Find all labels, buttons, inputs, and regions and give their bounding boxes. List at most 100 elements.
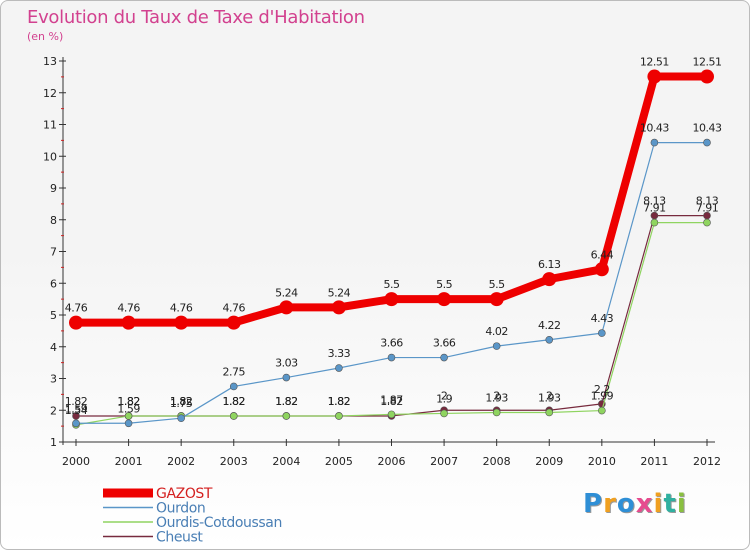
data-point: [598, 329, 606, 337]
data-point: [72, 412, 80, 420]
logo-letter: o: [616, 489, 636, 519]
y-tick-label: 1: [50, 436, 57, 449]
data-point: [121, 315, 136, 330]
data-point: [282, 373, 291, 382]
data-label: 2: [441, 389, 448, 402]
data-label: 1.54: [65, 404, 88, 417]
data-label: 4.76: [223, 302, 246, 315]
data-label: 12.51: [693, 56, 722, 69]
data-point: [387, 353, 396, 362]
data-label: 3.66: [380, 337, 403, 350]
x-tick-label: 2000: [62, 455, 90, 468]
data-label: 5.5: [489, 278, 505, 291]
data-label: 5.24: [328, 286, 351, 299]
data-label: 1.99: [591, 390, 614, 403]
chart-title: Evolution du Taux de Taxe d'Habitation: [27, 7, 365, 28]
data-label: 5.5: [384, 278, 400, 291]
data-label: 4.76: [65, 302, 88, 315]
legend-label: Ourdon: [156, 501, 205, 517]
data-label: 4.43: [591, 312, 614, 325]
x-tick-label: 2009: [535, 455, 563, 468]
data-label: 1.82: [275, 395, 298, 408]
legend-label: Ourdis-Cotdoussan: [156, 515, 282, 531]
x-tick-label: 2011: [640, 455, 668, 468]
data-point: [387, 410, 396, 419]
logo-letter: P: [583, 489, 604, 519]
y-tick-label: 9: [50, 182, 57, 195]
data-label: 1.93: [485, 391, 508, 404]
data-label: 1.93: [538, 391, 561, 404]
proxiti-logo: Proxiti: [583, 489, 687, 519]
data-label: 2: [546, 389, 553, 402]
data-label: 4.02: [485, 325, 508, 338]
data-point: [124, 419, 133, 428]
data-label: 4.76: [117, 302, 140, 315]
data-label: 2.2: [594, 383, 610, 396]
data-point: [542, 272, 557, 287]
data-label: 1.87: [380, 393, 403, 406]
x-tick-label: 2001: [115, 455, 143, 468]
y-tick-label: 4: [50, 341, 57, 354]
data-label: 1.82: [117, 395, 140, 408]
data-label: 8.13: [643, 195, 666, 208]
chart-subtitle: (en %): [27, 30, 64, 43]
legend-label: Cheust: [156, 530, 203, 546]
data-label: 1.82: [380, 395, 403, 408]
data-point: [229, 382, 238, 391]
data-label: 3.66: [433, 337, 456, 350]
series-ourdon: [72, 138, 711, 428]
y-tick-label: 10: [43, 150, 57, 163]
x-tick-label: 2002: [167, 455, 195, 468]
logo-letter: r: [603, 489, 617, 519]
series-cheust: [72, 211, 711, 420]
logo-letter: t: [663, 489, 677, 519]
x-tick-label: 2010: [588, 455, 616, 468]
y-tick-label: 12: [43, 87, 57, 100]
data-point: [437, 292, 452, 307]
data-point: [174, 315, 189, 330]
data-label: 2.75: [223, 365, 246, 378]
data-point: [69, 315, 83, 330]
data-point: [282, 412, 291, 420]
legend-label: GAZOST: [156, 486, 213, 502]
data-label: 8.13: [696, 195, 719, 208]
data-point: [650, 138, 659, 147]
data-point: [545, 408, 554, 417]
legend-item-cheust: Cheust: [103, 530, 204, 546]
data-label: 6.13: [538, 258, 561, 271]
data-label: 2: [493, 389, 500, 402]
data-point: [647, 69, 662, 84]
data-label: 1.75: [170, 397, 193, 410]
y-tick-label: 5: [50, 309, 57, 322]
data-label: 1.82: [328, 395, 351, 408]
data-point: [598, 406, 606, 415]
data-label: 5.5: [436, 278, 452, 291]
data-label: 1.9: [436, 392, 452, 405]
data-label: 5.24: [275, 286, 298, 299]
data-point: [331, 300, 346, 315]
legend-item-ourdis-cotdoussan: Ourdis-Cotdoussan: [103, 515, 282, 531]
data-point: [650, 218, 659, 227]
data-label: 12.51: [640, 56, 669, 69]
series-gazost: [69, 69, 714, 330]
x-tick-label: 2012: [693, 455, 721, 468]
data-point: [335, 412, 343, 420]
data-label: 1.82: [65, 395, 88, 408]
data-label: 1.59: [65, 402, 88, 415]
y-tick-label: 7: [50, 246, 57, 259]
x-tick-label: 2004: [272, 455, 300, 468]
data-point: [335, 364, 343, 372]
data-label: 1.82: [328, 395, 351, 408]
logo-letter: i: [676, 489, 687, 519]
data-point: [594, 262, 609, 277]
x-tick-label: 2003: [220, 455, 248, 468]
y-tick-label: 2: [50, 404, 57, 417]
data-point: [703, 138, 711, 147]
data-label: 1.82: [223, 395, 246, 408]
data-point: [226, 315, 241, 330]
x-tick-label: 2007: [430, 455, 458, 468]
data-label: 7.91: [696, 202, 719, 215]
y-tick-label: 6: [50, 277, 57, 290]
legend-item-gazost: GAZOST: [103, 486, 213, 502]
